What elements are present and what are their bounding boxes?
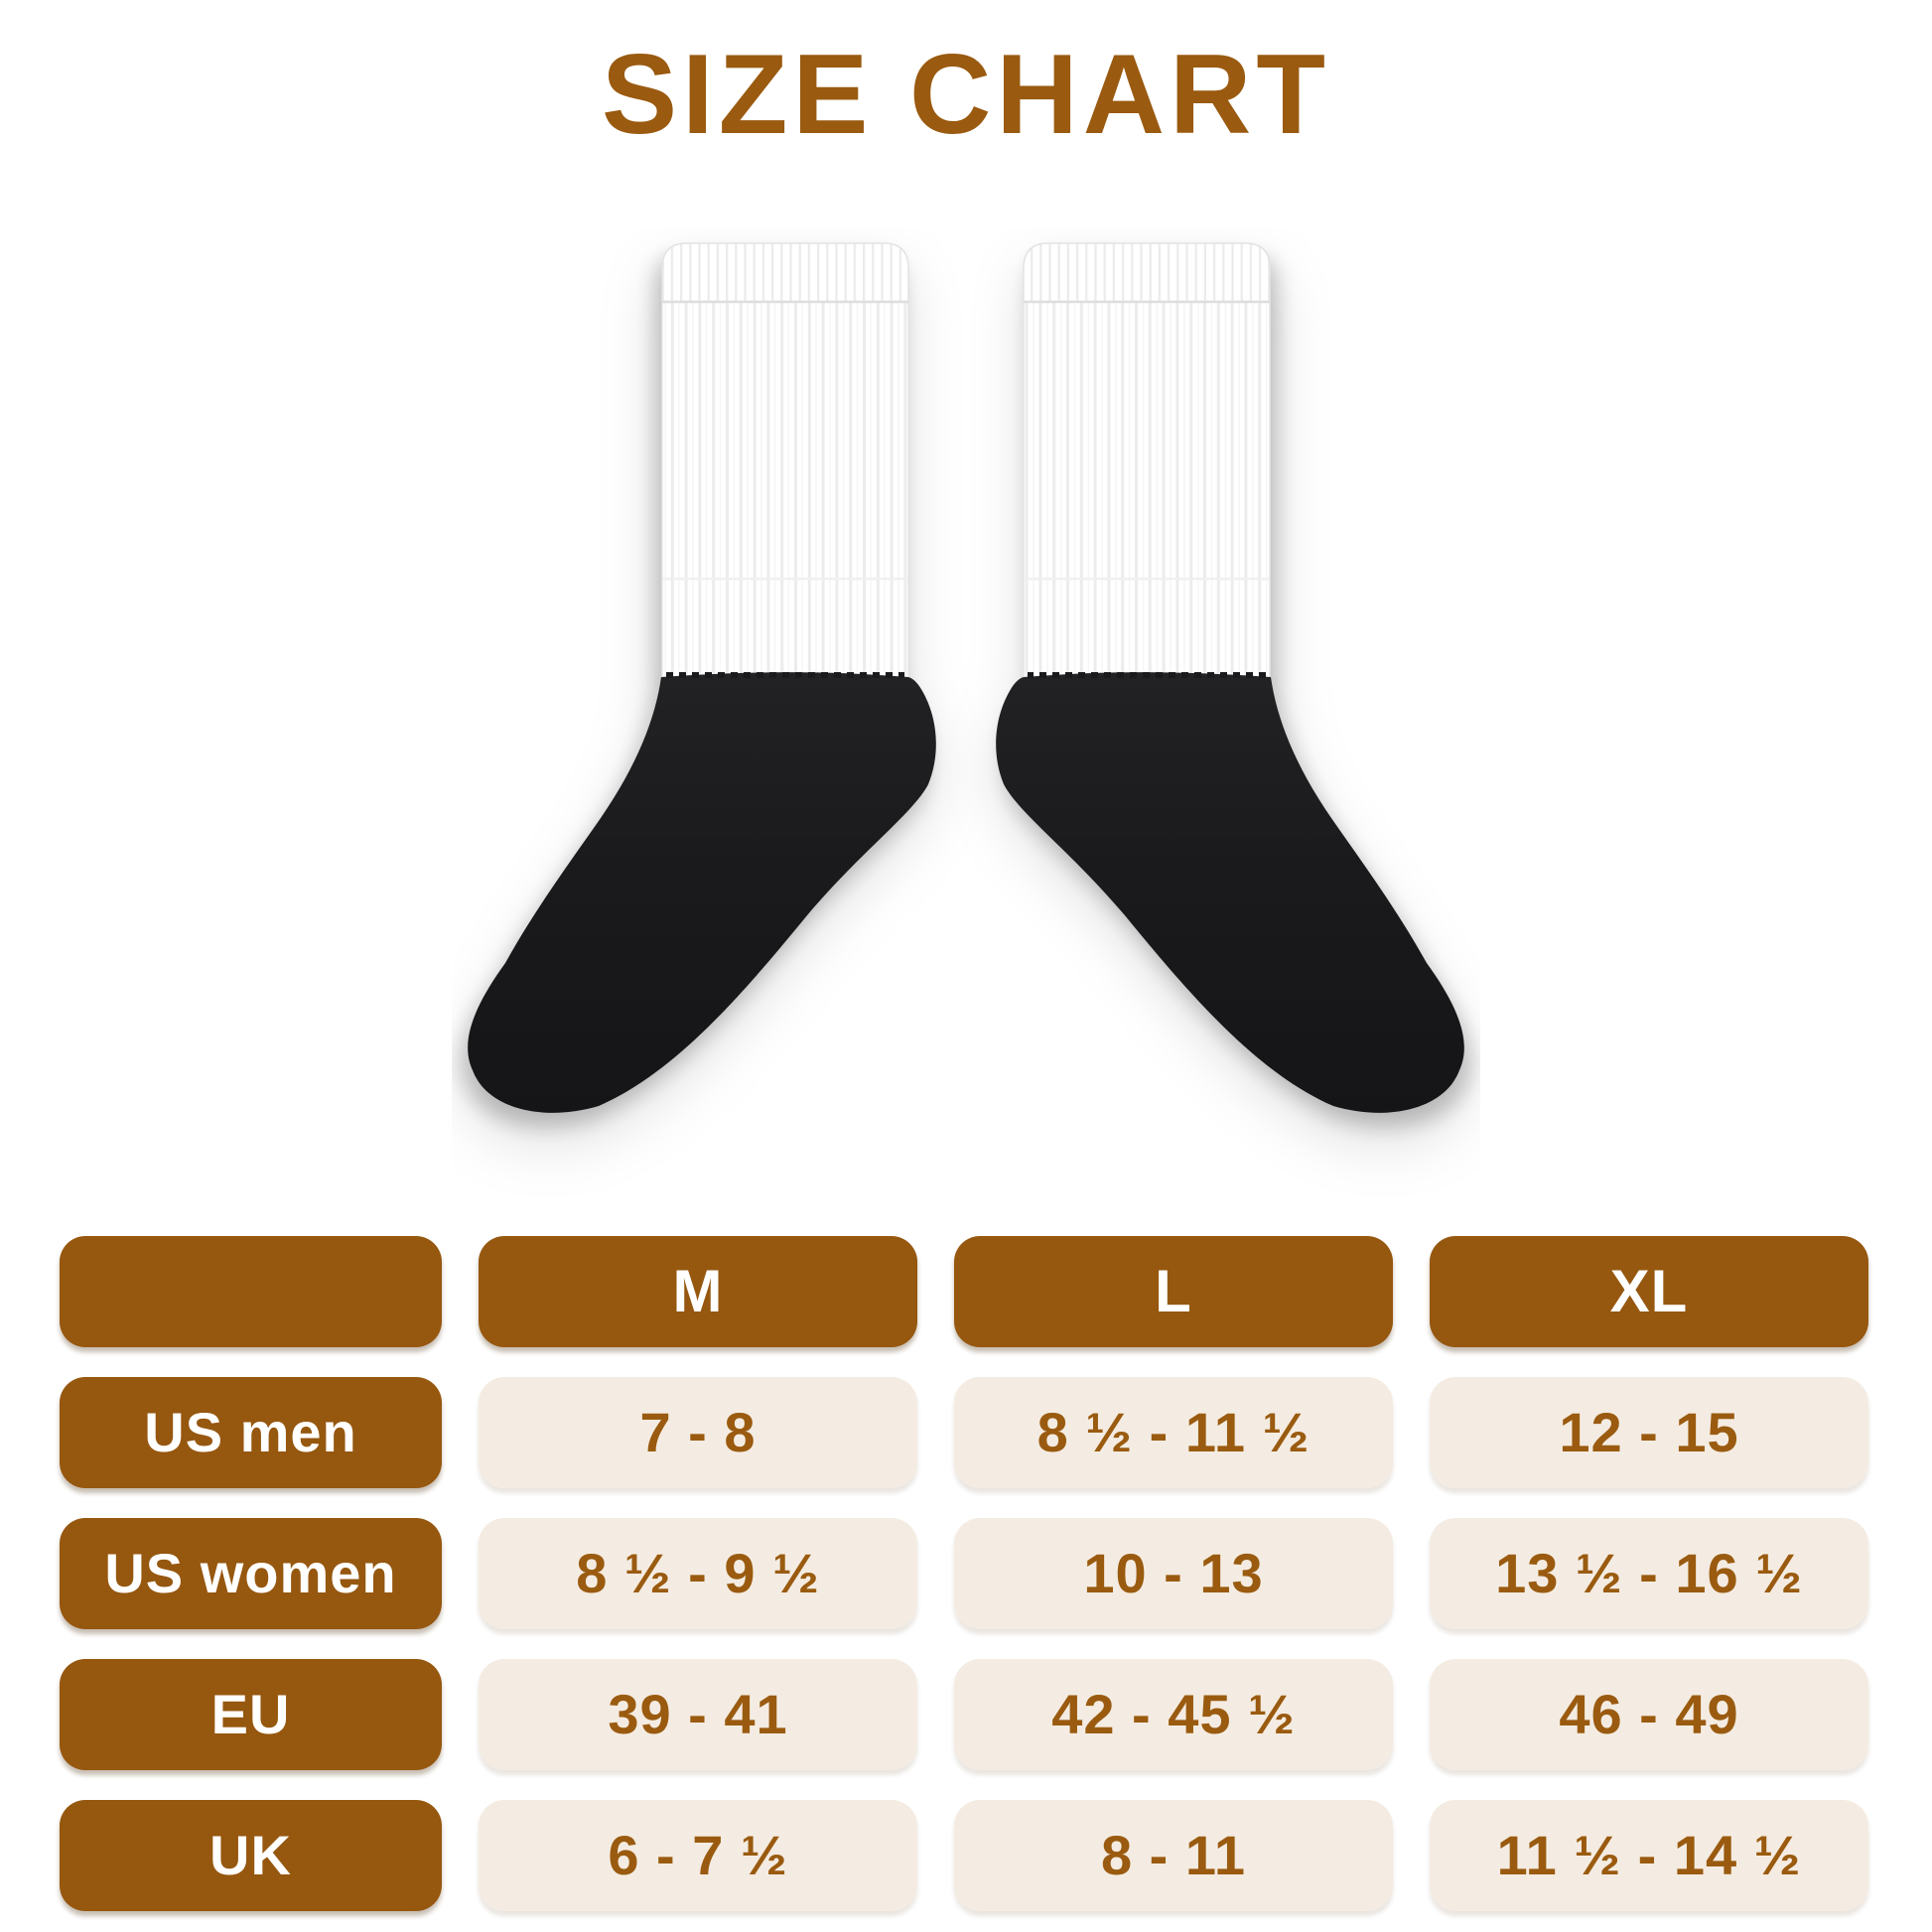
cell-us-men-m: 7 - 8 — [479, 1377, 917, 1488]
cell-eu-l: 42 - 45 ½ — [954, 1659, 1393, 1770]
header-cell-m: M — [479, 1236, 917, 1347]
page-title: SIZE CHART — [602, 32, 1330, 158]
cell-us-men-l: 8 ½ - 11 ½ — [954, 1377, 1393, 1488]
cell-us-women-l: 10 - 13 — [954, 1518, 1393, 1629]
sock-right — [996, 243, 1464, 1113]
cell-uk-xl: 11 ½ - 14 ½ — [1430, 1800, 1868, 1911]
socks-image — [452, 228, 1480, 1201]
header-cell-l: L — [954, 1236, 1393, 1347]
row-label-us-women: US women — [60, 1518, 442, 1629]
cell-uk-m: 6 - 7 ½ — [479, 1800, 917, 1911]
cell-us-men-xl: 12 - 15 — [1430, 1377, 1868, 1488]
cell-us-women-m: 8 ½ - 9 ½ — [479, 1518, 917, 1629]
row-label-us-men: US men — [60, 1377, 442, 1488]
cell-eu-m: 39 - 41 — [479, 1659, 917, 1770]
header-cell-xl: XL — [1430, 1236, 1868, 1347]
sock-left — [468, 243, 936, 1113]
row-label-eu: EU — [60, 1659, 442, 1770]
cell-eu-xl: 46 - 49 — [1430, 1659, 1868, 1770]
size-table: M L XL US men 7 - 8 8 ½ - 11 ½ 12 - 15 U… — [60, 1236, 1868, 1911]
header-corner-cell — [60, 1236, 442, 1347]
cell-us-women-xl: 13 ½ - 16 ½ — [1430, 1518, 1868, 1629]
cell-uk-l: 8 - 11 — [954, 1800, 1393, 1911]
row-label-uk: UK — [60, 1800, 442, 1911]
